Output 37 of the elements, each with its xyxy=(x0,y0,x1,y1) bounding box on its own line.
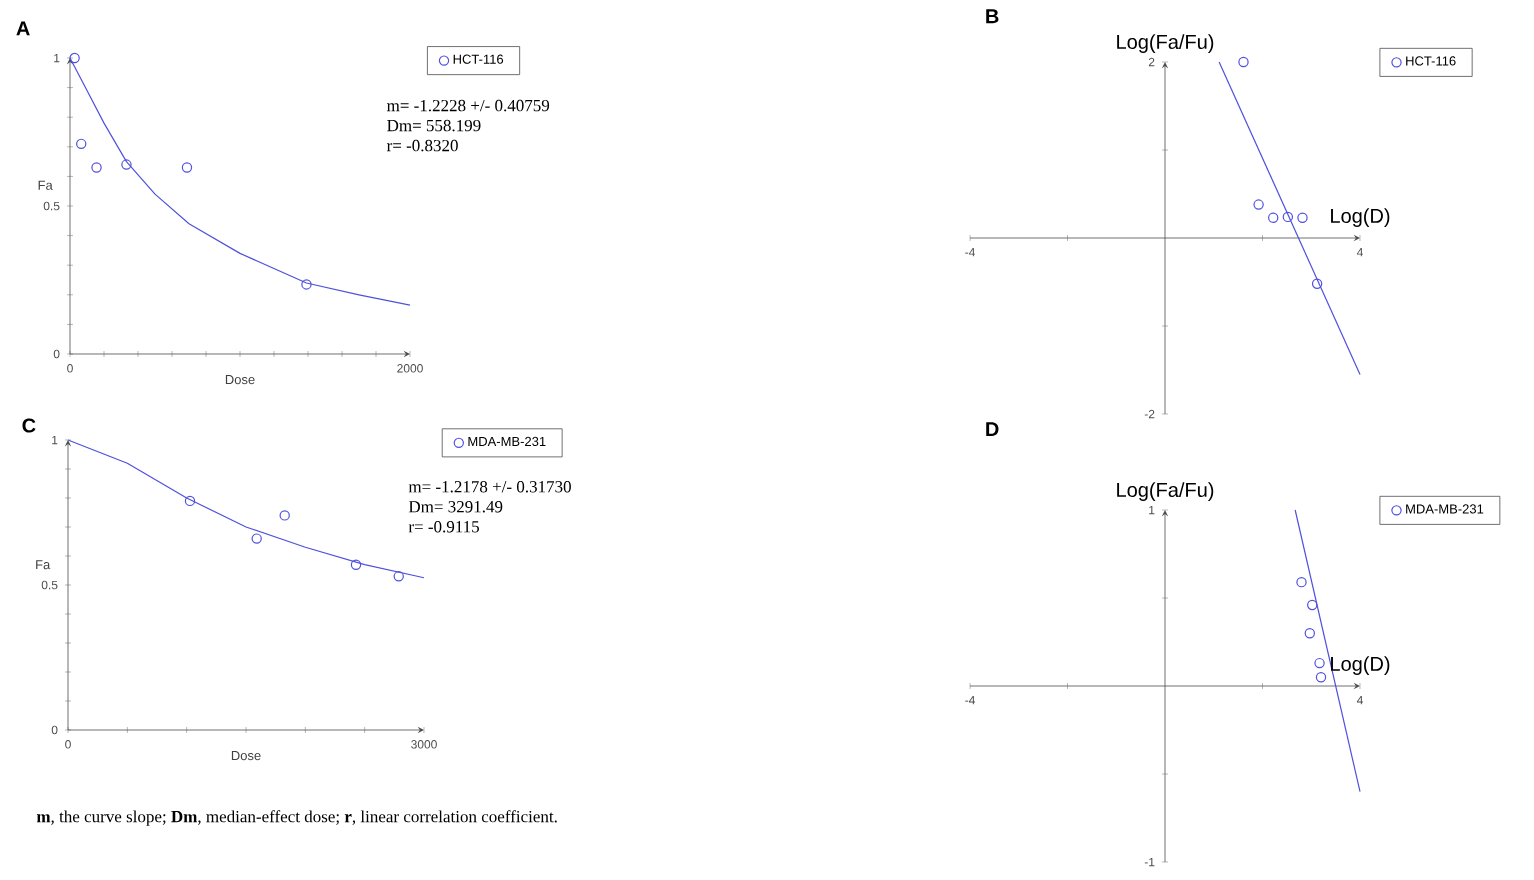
chart-title: B xyxy=(986,9,999,24)
point xyxy=(69,52,80,64)
annotation: r= -0.8320 xyxy=(386,139,458,152)
chart-title: A xyxy=(16,21,30,36)
point xyxy=(1282,211,1294,223)
point xyxy=(1296,576,1307,588)
point xyxy=(1253,199,1264,210)
point xyxy=(1307,599,1318,611)
point xyxy=(251,533,262,544)
point xyxy=(1304,628,1315,639)
point xyxy=(279,510,290,521)
point xyxy=(1268,212,1279,223)
chart-title: D xyxy=(986,422,999,436)
point xyxy=(301,279,312,290)
y-axis-title: Log(Fa/Fu) xyxy=(1117,34,1214,53)
text: m, the curve slope; Dm, median-effect dose; r, linear correlation coefficient. xyxy=(36,810,557,826)
point xyxy=(1314,657,1325,669)
annotation: Dm= 3291.49 xyxy=(408,501,503,513)
x-axis-title: Log(D) xyxy=(1331,656,1390,675)
point xyxy=(350,559,362,570)
annotation: r= -0.9115 xyxy=(408,521,480,533)
point xyxy=(1315,672,1327,683)
y-axis-title: Log(Fa/Fu) xyxy=(1117,482,1214,501)
point xyxy=(76,138,87,150)
annotation: m= -1.2178 +/- 0.31730 xyxy=(408,481,571,493)
x-axis-title: Log(D) xyxy=(1331,208,1390,227)
point xyxy=(184,495,196,507)
point xyxy=(393,571,404,582)
point xyxy=(91,162,102,173)
point xyxy=(1297,212,1308,223)
point xyxy=(1238,56,1249,68)
point xyxy=(181,162,193,173)
annotation: Dm= 558.199 xyxy=(387,119,481,132)
point xyxy=(1311,278,1323,289)
annotation: m= -1.2228 +/- 0.40759 xyxy=(386,99,550,112)
chart-title: C xyxy=(22,418,36,433)
point xyxy=(121,159,132,170)
